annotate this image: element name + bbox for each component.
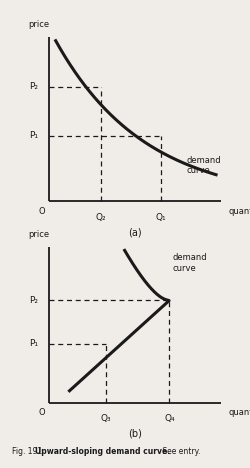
Text: quantity: quantity [228, 408, 250, 417]
Text: P₁: P₁ [30, 339, 38, 349]
Text: O: O [38, 206, 45, 216]
Text: Q₁: Q₁ [156, 212, 166, 222]
Text: Q₃: Q₃ [100, 414, 111, 423]
Text: P₂: P₂ [30, 82, 38, 91]
Text: P₁: P₁ [30, 131, 38, 140]
Text: quantity: quantity [228, 206, 250, 216]
Text: Fig. 191: Fig. 191 [12, 447, 48, 456]
Text: O: O [38, 408, 45, 417]
Text: price: price [28, 20, 49, 29]
Text: demand
curve: demand curve [173, 253, 208, 272]
Text: (b): (b) [128, 428, 142, 438]
Text: Q₄: Q₄ [164, 414, 175, 423]
Text: Upward-sloping demand curve.: Upward-sloping demand curve. [35, 447, 170, 456]
Text: (a): (a) [128, 227, 142, 237]
Text: See entry.: See entry. [160, 447, 200, 456]
Text: demand
curve: demand curve [187, 155, 221, 175]
Text: price: price [28, 230, 49, 240]
Text: P₂: P₂ [30, 296, 38, 305]
Text: Q₂: Q₂ [95, 212, 106, 222]
